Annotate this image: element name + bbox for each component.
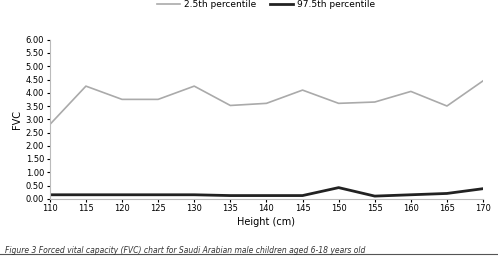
Text: Figure 3 Forced vital capacity (FVC) chart for Saudi Arabian male children aged : Figure 3 Forced vital capacity (FVC) cha… <box>5 246 366 255</box>
X-axis label: Height (cm): Height (cm) <box>238 218 295 227</box>
Y-axis label: FVC: FVC <box>11 110 21 129</box>
Legend: 2.5th percentile, 97.5th percentile: 2.5th percentile, 97.5th percentile <box>154 0 379 13</box>
